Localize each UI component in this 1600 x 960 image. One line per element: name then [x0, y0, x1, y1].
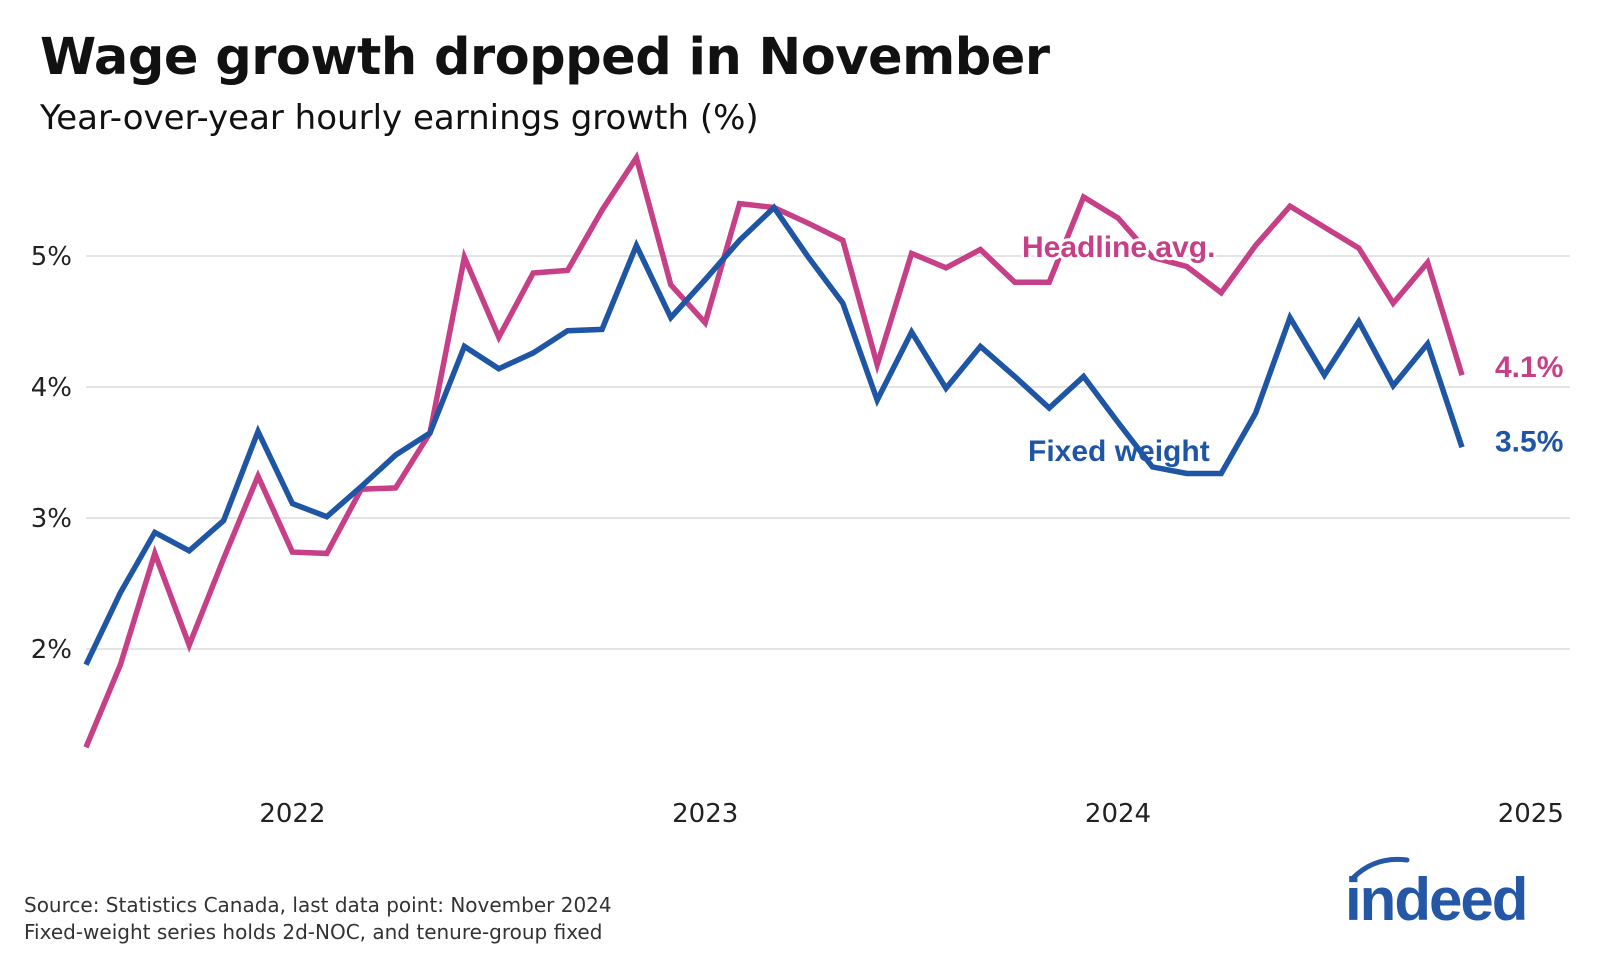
x-tick-label: 2024: [1085, 799, 1151, 829]
indeed-logo: indeed: [1345, 856, 1528, 927]
y-tick-label: 2%: [31, 635, 72, 665]
y-tick-label: 3%: [31, 504, 72, 534]
headline-avg-series-line: [83, 151, 1465, 749]
methodology-note: Fixed-weight series holds 2d-NOC, and te…: [24, 920, 603, 944]
x-tick-label: 2023: [672, 799, 738, 829]
fixed-weight-series-label: Fixed weight: [1028, 435, 1210, 468]
fixed-weight-end-label: 3.5%: [1495, 425, 1563, 458]
chart-subtitle: Year-over-year hourly earnings growth (%…: [40, 98, 759, 138]
svg-text:indeed: indeed: [1345, 866, 1526, 927]
source-note: Source: Statistics Canada, last data poi…: [24, 893, 612, 917]
headline-avg-end-label: 4.1%: [1495, 351, 1563, 384]
x-tick-label: 2025: [1498, 799, 1564, 829]
y-tick-label: 4%: [31, 373, 72, 403]
y-tick-label: 5%: [31, 242, 72, 272]
headline-avg-series-label: Headline avg.: [1022, 231, 1215, 264]
fixed-weight-series-line: [83, 203, 1465, 666]
chart-title: Wage growth dropped in November: [40, 28, 1050, 87]
x-tick-label: 2022: [259, 799, 325, 829]
